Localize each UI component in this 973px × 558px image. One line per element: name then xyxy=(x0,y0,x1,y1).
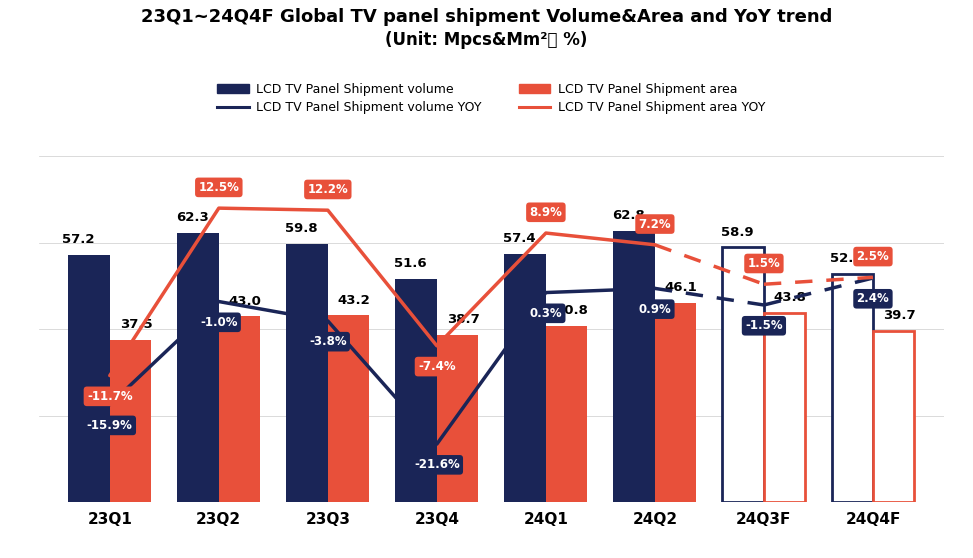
Text: 52.8: 52.8 xyxy=(831,252,863,265)
Text: 62.3: 62.3 xyxy=(176,211,209,224)
Text: 58.9: 58.9 xyxy=(721,226,754,239)
Bar xyxy=(68,255,110,502)
Bar xyxy=(110,340,151,502)
Text: -21.6%: -21.6% xyxy=(414,458,459,472)
Bar xyxy=(437,335,479,502)
Text: 12.5%: 12.5% xyxy=(198,181,239,194)
Text: -3.8%: -3.8% xyxy=(309,335,346,348)
Text: 43.2: 43.2 xyxy=(338,294,371,307)
Bar xyxy=(613,230,655,502)
Bar xyxy=(873,330,915,502)
Text: 43.8: 43.8 xyxy=(774,291,807,304)
Bar xyxy=(546,326,588,502)
Text: -15.9%: -15.9% xyxy=(87,419,132,432)
Text: 57.2: 57.2 xyxy=(62,233,94,246)
Text: 62.8: 62.8 xyxy=(612,209,645,222)
Text: -7.4%: -7.4% xyxy=(418,360,455,373)
Bar xyxy=(655,303,697,502)
Bar xyxy=(328,315,370,502)
Text: -11.7%: -11.7% xyxy=(87,390,132,403)
Text: 51.6: 51.6 xyxy=(394,257,427,271)
Bar xyxy=(395,279,437,502)
Text: -1.0%: -1.0% xyxy=(200,316,237,329)
Text: 37.5: 37.5 xyxy=(120,319,152,331)
Bar xyxy=(723,248,764,502)
Legend: LCD TV Panel Shipment volume, LCD TV Panel Shipment volume YOY, LCD TV Panel Shi: LCD TV Panel Shipment volume, LCD TV Pan… xyxy=(217,83,766,114)
Bar xyxy=(177,233,219,502)
Text: 23Q1~24Q4F Global TV panel shipment Volume&Area and YoY trend: 23Q1~24Q4F Global TV panel shipment Volu… xyxy=(141,8,832,26)
Bar xyxy=(219,316,260,502)
Bar xyxy=(286,244,328,502)
Text: 46.1: 46.1 xyxy=(665,281,698,294)
Text: 57.4: 57.4 xyxy=(503,232,536,246)
Bar xyxy=(504,254,546,502)
Text: 43.0: 43.0 xyxy=(229,295,262,307)
Text: 38.7: 38.7 xyxy=(447,313,480,326)
Text: 59.8: 59.8 xyxy=(285,222,318,235)
Text: 2.5%: 2.5% xyxy=(856,250,889,263)
Text: 2.4%: 2.4% xyxy=(856,292,889,305)
Bar xyxy=(764,313,806,502)
Text: 12.2%: 12.2% xyxy=(307,183,348,196)
Text: (Unit: Mpcs&Mm²； %): (Unit: Mpcs&Mm²； %) xyxy=(385,31,588,49)
Text: 0.9%: 0.9% xyxy=(638,302,671,316)
Text: 8.9%: 8.9% xyxy=(529,206,562,219)
Text: 1.5%: 1.5% xyxy=(747,257,780,270)
Text: -1.5%: -1.5% xyxy=(745,319,782,332)
Text: 40.8: 40.8 xyxy=(556,304,589,317)
Bar xyxy=(832,274,873,502)
Text: 0.3%: 0.3% xyxy=(529,307,562,320)
Text: 39.7: 39.7 xyxy=(883,309,916,322)
Text: 7.2%: 7.2% xyxy=(638,218,671,230)
